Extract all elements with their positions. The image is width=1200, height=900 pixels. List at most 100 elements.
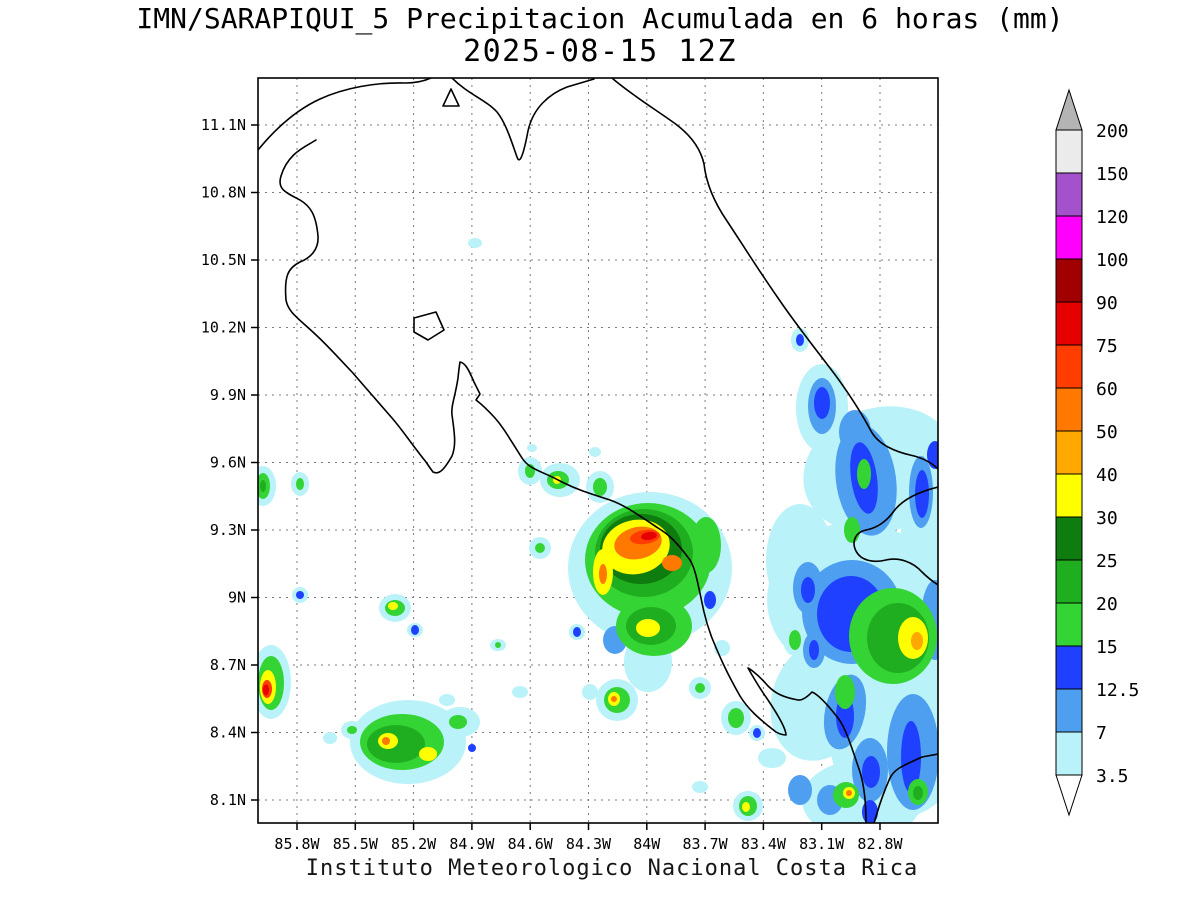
precip-cell — [439, 694, 455, 706]
precip-cell — [691, 517, 721, 573]
precip-cell — [641, 531, 657, 541]
precip-cell — [839, 410, 871, 454]
precip-cell — [449, 715, 467, 729]
precip-cell — [915, 470, 929, 518]
x-tick-label: 85.8W — [274, 835, 320, 853]
y-tick-label: 9.6N — [210, 454, 246, 472]
precip-cell — [323, 732, 337, 744]
precip-cell — [728, 708, 744, 728]
almirante-bay-coast — [853, 486, 938, 586]
y-tick-label: 11.1N — [201, 116, 246, 134]
colorbar-tick-label: 200 — [1096, 121, 1129, 142]
precipitation-field — [258, 238, 938, 823]
footer-attribution: Instituto Meteorologico Nacional Costa R… — [305, 856, 919, 881]
x-tick-label: 84.9W — [449, 835, 495, 853]
map-title: IMN/SARAPIQUI_5 Precipitacion Acumulada … — [136, 2, 1064, 35]
colorbar-arrow-below-min — [1055, 774, 1083, 817]
precip-cell — [582, 684, 598, 700]
colorbar-tick-label: 40 — [1096, 465, 1118, 486]
colorbar-segment — [1055, 516, 1083, 561]
precip-cell — [636, 619, 660, 637]
colorbar-tick-label: 100 — [1096, 250, 1129, 271]
map-subtitle-datetime: 2025-08-15 12Z — [463, 34, 737, 69]
colorbar-tick-label: 7 — [1096, 723, 1107, 744]
colorbar-segment — [1055, 645, 1083, 690]
colorbar-tick-label: 90 — [1096, 293, 1118, 314]
x-tick-label: 84.6W — [508, 835, 554, 853]
y-tick-label: 10.8N — [201, 184, 246, 202]
y-tick-label: 8.1N — [210, 791, 246, 809]
colorbar-tick-label: 60 — [1096, 379, 1118, 400]
precip-cell — [260, 480, 266, 492]
precip-cell — [692, 781, 708, 793]
colorbar-legend: 200 150 120 100 90 75 60 50 40 30 25 20 15 12.5 7 3.5 — [1055, 88, 1139, 817]
islet-outline — [442, 88, 460, 107]
precip-cell — [419, 747, 437, 761]
y-tick-label: 9.9N — [210, 386, 246, 404]
colorbar-segment — [1055, 215, 1083, 260]
y-tick-label: 8.7N — [210, 656, 246, 674]
precip-cell — [913, 786, 923, 800]
lake-nicaragua-shore — [258, 78, 432, 151]
precip-cell — [347, 726, 357, 734]
colorbar-tick-label: 15 — [1096, 637, 1118, 658]
precip-cell — [742, 802, 750, 812]
precip-cell — [296, 478, 304, 490]
plot-frame — [257, 77, 939, 824]
precip-cell — [788, 775, 812, 805]
colorbar-segment — [1055, 258, 1083, 303]
precip-cell — [263, 684, 269, 696]
precip-cell — [758, 748, 786, 768]
precip-cell — [468, 238, 482, 248]
colorbar-segment — [1055, 559, 1083, 604]
colorbar-segment — [1055, 731, 1083, 776]
precip-cell — [801, 577, 815, 603]
colorbar-tick-label: 12.5 — [1096, 680, 1139, 701]
colorbar-segment — [1055, 430, 1083, 475]
precip-cell — [901, 721, 921, 793]
precip-cell — [527, 444, 537, 452]
axis-ticks: 85.8W 85.5W 85.2W 84.9W 84.6W 84.3W 84W 83.7W 83… — [201, 116, 904, 853]
colorbar-tick-label: 120 — [1096, 207, 1129, 228]
colorbar-segment — [1055, 688, 1083, 733]
precip-cell — [753, 728, 761, 738]
x-tick-label: 85.5W — [333, 835, 379, 853]
x-tick-label: 83.4W — [741, 835, 787, 853]
precip-cell — [589, 447, 601, 457]
x-tick-label: 83.1W — [799, 835, 845, 853]
precip-cell — [573, 627, 581, 637]
y-tick-label: 10.2N — [201, 319, 246, 337]
colorbar-tick-label: 25 — [1096, 551, 1118, 572]
precip-cell — [835, 675, 855, 709]
x-tick-label: 84W — [633, 835, 661, 853]
pacific-coast — [279, 139, 867, 823]
precip-cell — [388, 602, 398, 610]
x-tick-label: 85.2W — [391, 835, 437, 853]
colorbar-segment — [1055, 473, 1083, 518]
colorbar-segment — [1055, 387, 1083, 432]
precip-cell — [862, 756, 880, 788]
precip-cell — [704, 591, 716, 609]
precip-cell — [796, 334, 804, 346]
caribbean-coast — [611, 78, 938, 470]
border-river-wedge — [451, 78, 595, 161]
y-tick-label: 9.3N — [210, 521, 246, 539]
precip-cell — [857, 459, 871, 489]
colorbar-segment — [1055, 301, 1083, 346]
x-tick-label: 82.8W — [857, 835, 903, 853]
precip-cell — [599, 564, 607, 584]
colorbar-segment — [1055, 129, 1083, 174]
precip-cell — [814, 387, 830, 419]
colorbar-segment — [1055, 172, 1083, 217]
y-tick-label: 9N — [228, 589, 246, 607]
precip-cell — [512, 686, 528, 698]
precip-cell — [611, 696, 617, 702]
precip-cell — [844, 517, 860, 543]
burica-east-coast — [873, 753, 938, 823]
precip-cell — [296, 591, 304, 599]
precip-cell — [789, 630, 801, 650]
y-tick-label: 10.5N — [201, 251, 246, 269]
precip-cell — [535, 543, 545, 553]
